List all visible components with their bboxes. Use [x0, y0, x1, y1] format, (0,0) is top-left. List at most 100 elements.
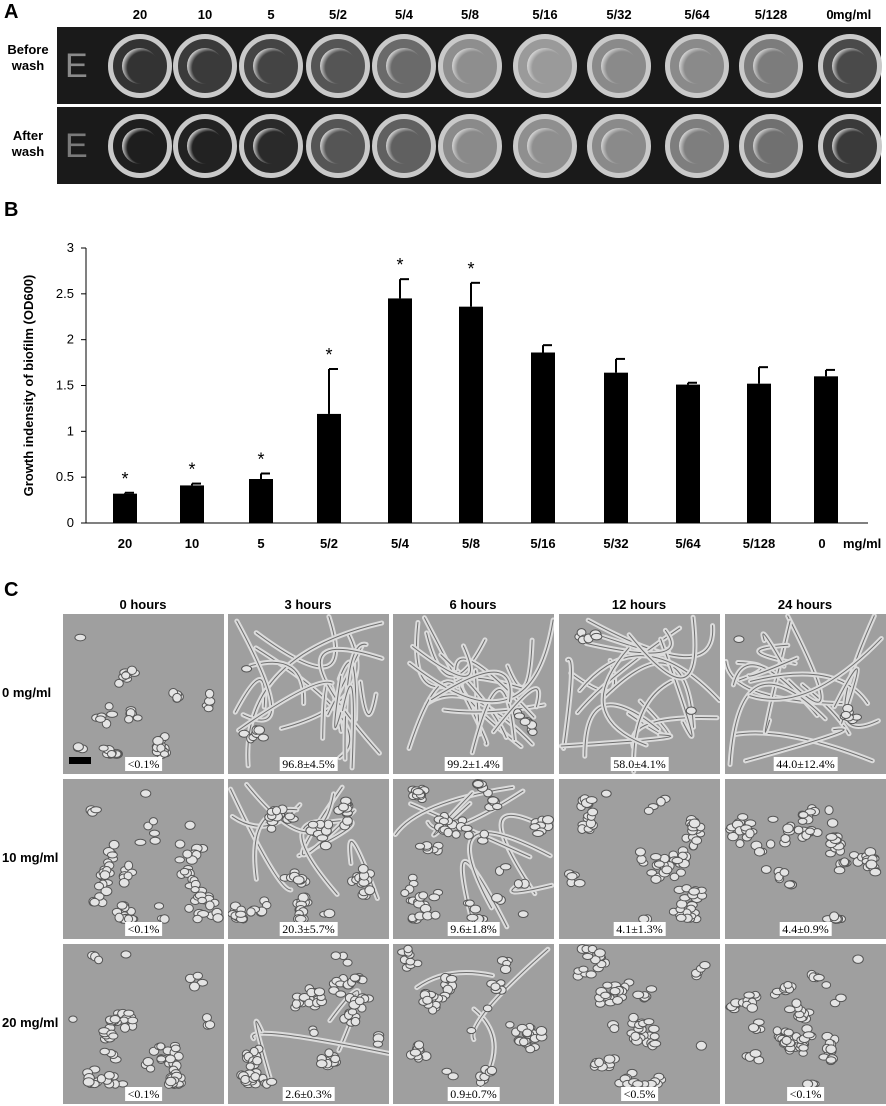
plate-well-center — [122, 128, 158, 164]
plate-well — [438, 34, 502, 98]
plate-well — [587, 34, 651, 98]
plate-well-center — [320, 48, 356, 84]
plate-well — [108, 114, 172, 178]
plate-row-letter: E — [65, 127, 88, 165]
plate-well-center — [527, 48, 563, 84]
panel-a-unit: mg/ml — [833, 7, 872, 22]
plate-well — [818, 114, 882, 178]
x-tick-label: 10 — [185, 536, 199, 551]
cell-texture — [564, 789, 708, 924]
hyphae-percentage-label: <0.5% — [620, 1087, 659, 1101]
hyphae-percentage-label: 20.3±5.7% — [279, 922, 338, 936]
panel-a-label: A — [4, 1, 19, 23]
hyphae-percentage-label: 9.6±1.8% — [447, 922, 500, 936]
significance-asterisk: * — [396, 255, 403, 275]
x-tick-label: 5/128 — [743, 536, 776, 551]
cell-texture — [232, 614, 385, 771]
x-tick-label: 5/64 — [675, 536, 701, 551]
bar — [459, 306, 483, 523]
hyphae-percentage-label: 0.9±0.7% — [447, 1087, 500, 1101]
microscopy-image: 4.1±1.3% — [559, 779, 720, 939]
plate-well — [173, 114, 237, 178]
y-tick-label: 0.5 — [56, 469, 74, 484]
cell-texture — [572, 944, 711, 1089]
panel-a-concentration-label: 5/32 — [606, 7, 632, 22]
plate-well — [306, 34, 370, 98]
after-wash-line2: wash — [11, 144, 45, 159]
cell-texture — [725, 804, 882, 924]
bar — [604, 372, 628, 523]
cell-texture — [236, 951, 389, 1089]
cell-texture — [559, 614, 720, 774]
microscopy-image: 99.2±1.4% — [393, 614, 554, 774]
cell-texture — [725, 614, 884, 767]
panel-a-concentration-label: 5 — [267, 7, 275, 22]
significance-asterisk: * — [257, 450, 264, 470]
panel-a-concentration-label: 5/64 — [684, 7, 710, 22]
y-tick-label: 2.5 — [56, 286, 74, 301]
time-column-header: 3 hours — [284, 597, 332, 612]
plate-well-center — [753, 48, 789, 84]
x-axis-unit: mg/ml — [843, 536, 881, 551]
microscopy-image: 0.9±0.7% — [393, 944, 554, 1104]
plate-well — [372, 34, 436, 98]
hyphae-percentage-label: <0.1% — [786, 1087, 825, 1101]
before-wash-line1: Before — [7, 42, 49, 57]
row-label-before-wash: Before wash — [2, 42, 54, 74]
bar — [531, 352, 555, 523]
hyphae-percentage-label: 44.0±12.4% — [773, 757, 838, 771]
x-tick-label: 5/16 — [530, 536, 555, 551]
significance-asterisk: * — [188, 460, 195, 480]
well-plate-row-before-wash: E — [57, 27, 882, 104]
row-label-after-wash: After wash — [2, 128, 54, 160]
plate-well-center — [386, 128, 422, 164]
time-column-header: 0 hours — [119, 597, 167, 612]
y-tick-label: 0 — [67, 515, 74, 530]
microscopy-image: <0.1% — [63, 614, 224, 774]
panel-a-concentration-label: 5/4 — [394, 7, 414, 22]
plate-well-center — [679, 48, 715, 84]
microscopy-image: <0.1% — [63, 944, 224, 1104]
x-tick-label: 5/32 — [603, 536, 628, 551]
bar — [249, 479, 273, 523]
plate-well-center — [452, 128, 488, 164]
panel-a-concentration-label: 10 — [197, 7, 213, 22]
panel-c-label: C — [4, 579, 19, 601]
plate-well-center — [253, 48, 289, 84]
plate-well-center — [187, 48, 223, 84]
microscopy-image: <0.1% — [63, 779, 224, 939]
microscopy-image: <0.5% — [559, 944, 720, 1104]
plate-well-center — [253, 128, 289, 164]
bar — [388, 298, 412, 523]
plate-well — [372, 114, 436, 178]
hyphae-percentage-label: 4.1±1.3% — [613, 922, 666, 936]
panel-a-concentration-label: 0 — [826, 7, 834, 22]
microscopy-image: 96.8±4.5% — [228, 614, 389, 774]
bar — [180, 485, 204, 523]
plate-well — [513, 114, 577, 178]
x-tick-label: 5 — [257, 536, 264, 551]
cell-texture — [68, 950, 216, 1089]
cell-texture — [406, 615, 554, 756]
x-tick-label: 5/8 — [462, 536, 480, 551]
plate-well — [173, 34, 237, 98]
scale-bar — [69, 757, 91, 764]
plate-well-center — [527, 128, 563, 164]
hyphae-percentage-label: 2.6±0.3% — [282, 1087, 335, 1101]
y-tick-label: 1 — [67, 423, 74, 438]
significance-asterisk: * — [121, 469, 128, 489]
panel-a-concentration-label: 5/16 — [532, 7, 558, 22]
hyphae-percentage-label: <0.1% — [124, 922, 163, 936]
plate-well — [438, 114, 502, 178]
bar — [113, 493, 137, 523]
y-tick-label: 2 — [67, 332, 74, 347]
plate-well — [239, 34, 303, 98]
x-tick-label: 0 — [818, 536, 825, 551]
bar — [317, 413, 341, 523]
cell-texture — [725, 954, 864, 1089]
panel-a-concentration-label: 5/2 — [328, 7, 348, 22]
microscopy-image: <0.1% — [725, 944, 886, 1104]
microscopy-image: 58.0±4.1% — [559, 614, 720, 774]
plate-well-center — [753, 128, 789, 164]
plate-well-center — [320, 128, 356, 164]
